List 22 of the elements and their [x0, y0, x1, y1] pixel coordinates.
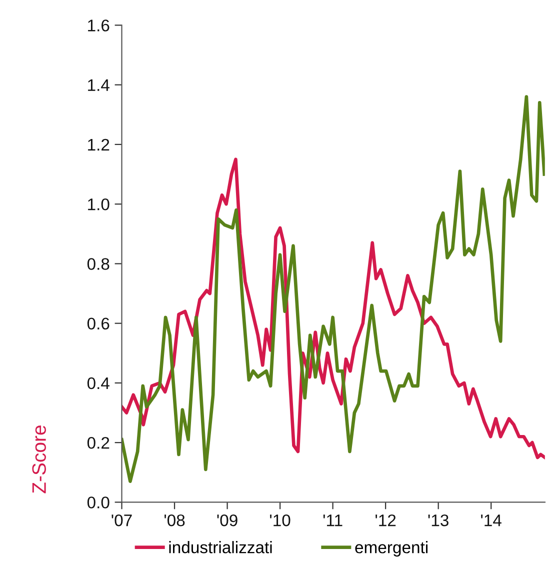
- y-axis-title: Z-Score: [32, 426, 46, 494]
- y-tick-label: 1.6: [88, 20, 110, 32]
- legend-label: industrializzati: [169, 541, 272, 554]
- y-tick-label: 0.0: [87, 496, 110, 508]
- y-tick-label: 1.2: [88, 138, 110, 150]
- x-tick-label: '14: [481, 514, 502, 526]
- x-tick-label: '11: [323, 514, 342, 526]
- y-tick-label: 1.4: [88, 79, 110, 91]
- y-tick-label: 0.2: [87, 436, 110, 449]
- y-tick-label: 0.4: [87, 377, 110, 390]
- x-tick-label: '09: [217, 514, 238, 526]
- line-series: [122, 95, 545, 484]
- x-tick-label: '13: [428, 514, 448, 526]
- x-tick-label: '07: [112, 514, 132, 526]
- x-tick-label: '10: [270, 514, 290, 526]
- legend-label: emergenti: [355, 541, 428, 557]
- x-tick-label: '12: [376, 514, 396, 526]
- x-tick-label: '08: [164, 514, 185, 526]
- y-tick-label: 0.6: [87, 318, 110, 330]
- y-tick-label: 1.0: [88, 198, 110, 210]
- y-tick-label: 0.8: [87, 258, 110, 270]
- line-series: [122, 158, 545, 460]
